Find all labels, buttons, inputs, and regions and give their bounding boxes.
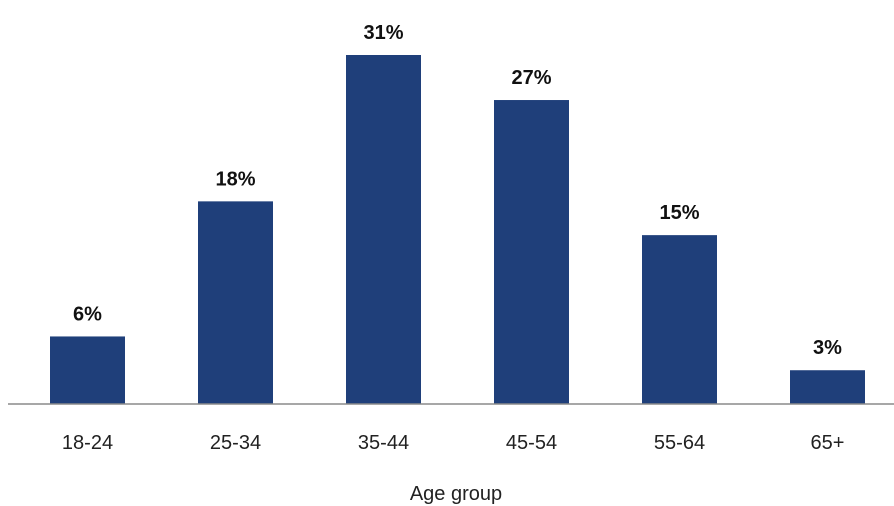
x-tick-label-45-54: 45-54 bbox=[506, 432, 557, 454]
x-tick-label-25-34: 25-34 bbox=[210, 432, 261, 454]
bars-group bbox=[50, 55, 865, 404]
x-tick-label-18-24: 18-24 bbox=[62, 432, 113, 454]
value-label-55-64: 15% bbox=[659, 202, 699, 224]
x-axis-title: Age group bbox=[410, 483, 502, 505]
value-label-35-44: 31% bbox=[363, 22, 403, 44]
x-tick-label-65+: 65+ bbox=[811, 432, 845, 454]
x-tick-label-35-44: 35-44 bbox=[358, 432, 409, 454]
bar-18-24 bbox=[50, 336, 125, 404]
x-tick-label-55-64: 55-64 bbox=[654, 432, 705, 454]
bar-65+ bbox=[790, 370, 865, 404]
value-label-45-54: 27% bbox=[511, 67, 551, 89]
value-label-25-34: 18% bbox=[215, 168, 255, 190]
bar-45-54 bbox=[494, 100, 569, 404]
bar-35-44 bbox=[346, 55, 421, 404]
x-tick-labels-group: 18-24 25-34 35-44 45-54 55-64 65+ bbox=[62, 432, 845, 454]
value-label-18-24: 6% bbox=[73, 303, 102, 325]
value-labels-group: 6% 18% 31% 27% 15% 3% bbox=[73, 22, 842, 359]
value-label-65+: 3% bbox=[813, 337, 842, 359]
bar-25-34 bbox=[198, 201, 273, 404]
bar-55-64 bbox=[642, 235, 717, 404]
